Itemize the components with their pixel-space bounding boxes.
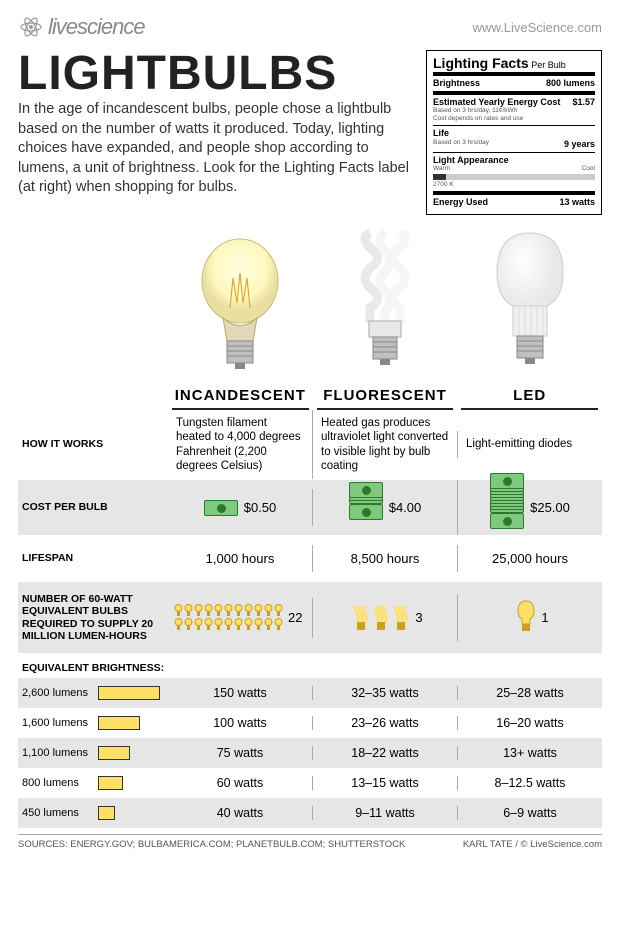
row-label-howitworks: HOW IT WORKS <box>18 432 168 457</box>
type-headers: INCANDESCENT FLUORESCENT LED <box>18 381 602 410</box>
page-title: LIGHTBULBS <box>18 50 414 98</box>
eq-row: 450 lumens 40 watts 9–11 watts 6–9 watts <box>18 798 602 828</box>
eq-row: 800 lumens 60 watts 13–15 watts 8–12.5 w… <box>18 768 602 798</box>
bulb-images-row <box>18 223 602 373</box>
sources-text: SOURCES: ENERGY.GOV; BULBAMERICA.COM; PL… <box>18 839 405 850</box>
site-logo: livescience <box>18 14 145 40</box>
row-label-cost: COST PER BULB <box>18 495 168 520</box>
page-header: livescience www.LiveScience.com <box>18 14 602 40</box>
incandescent-bulb-icon <box>172 223 309 373</box>
credit-text: KARL TATE / © LiveScience.com <box>463 839 602 850</box>
eq-row: 1,600 lumens 100 watts 23–26 watts 16–20… <box>18 708 602 738</box>
row-label-lifespan: LIFESPAN <box>18 546 168 571</box>
logo-text: livescience <box>48 14 145 40</box>
eq-row: 1,100 lumens 75 watts 18–22 watts 13+ wa… <box>18 738 602 768</box>
type-incandescent: INCANDESCENT <box>172 381 309 410</box>
fluorescent-bulb-icon <box>317 223 454 373</box>
equivalent-brightness-table: 2,600 lumens 150 watts 32–35 watts 25–28… <box>18 678 602 828</box>
atom-icon <box>18 14 44 40</box>
equivalent-brightness-heading: EQUIVALENT BRIGHTNESS: <box>18 654 602 678</box>
site-url: www.LiveScience.com <box>473 20 602 35</box>
comparison-table: HOW IT WORKS Tungsten filament heated to… <box>18 410 602 655</box>
type-fluorescent: FLUORESCENT <box>317 381 454 410</box>
lighting-facts-label: Lighting Facts Per Bulb Brightness800 lu… <box>426 50 602 215</box>
type-led: LED <box>461 381 598 410</box>
infographic-page: livescience www.LiveScience.com LIGHTBUL… <box>0 0 620 946</box>
intro-text: In the age of incandescent bulbs, people… <box>18 98 414 198</box>
row-label-bulbcount: NUMBER OF 60-WATT EQUIVALENT BULBS REQUI… <box>18 587 168 649</box>
led-bulb-icon <box>461 223 598 373</box>
intro-row: LIGHTBULBS In the age of incandescent bu… <box>18 50 602 215</box>
eq-row: 2,600 lumens 150 watts 32–35 watts 25–28… <box>18 678 602 708</box>
page-footer: SOURCES: ENERGY.GOV; BULBAMERICA.COM; PL… <box>18 834 602 850</box>
